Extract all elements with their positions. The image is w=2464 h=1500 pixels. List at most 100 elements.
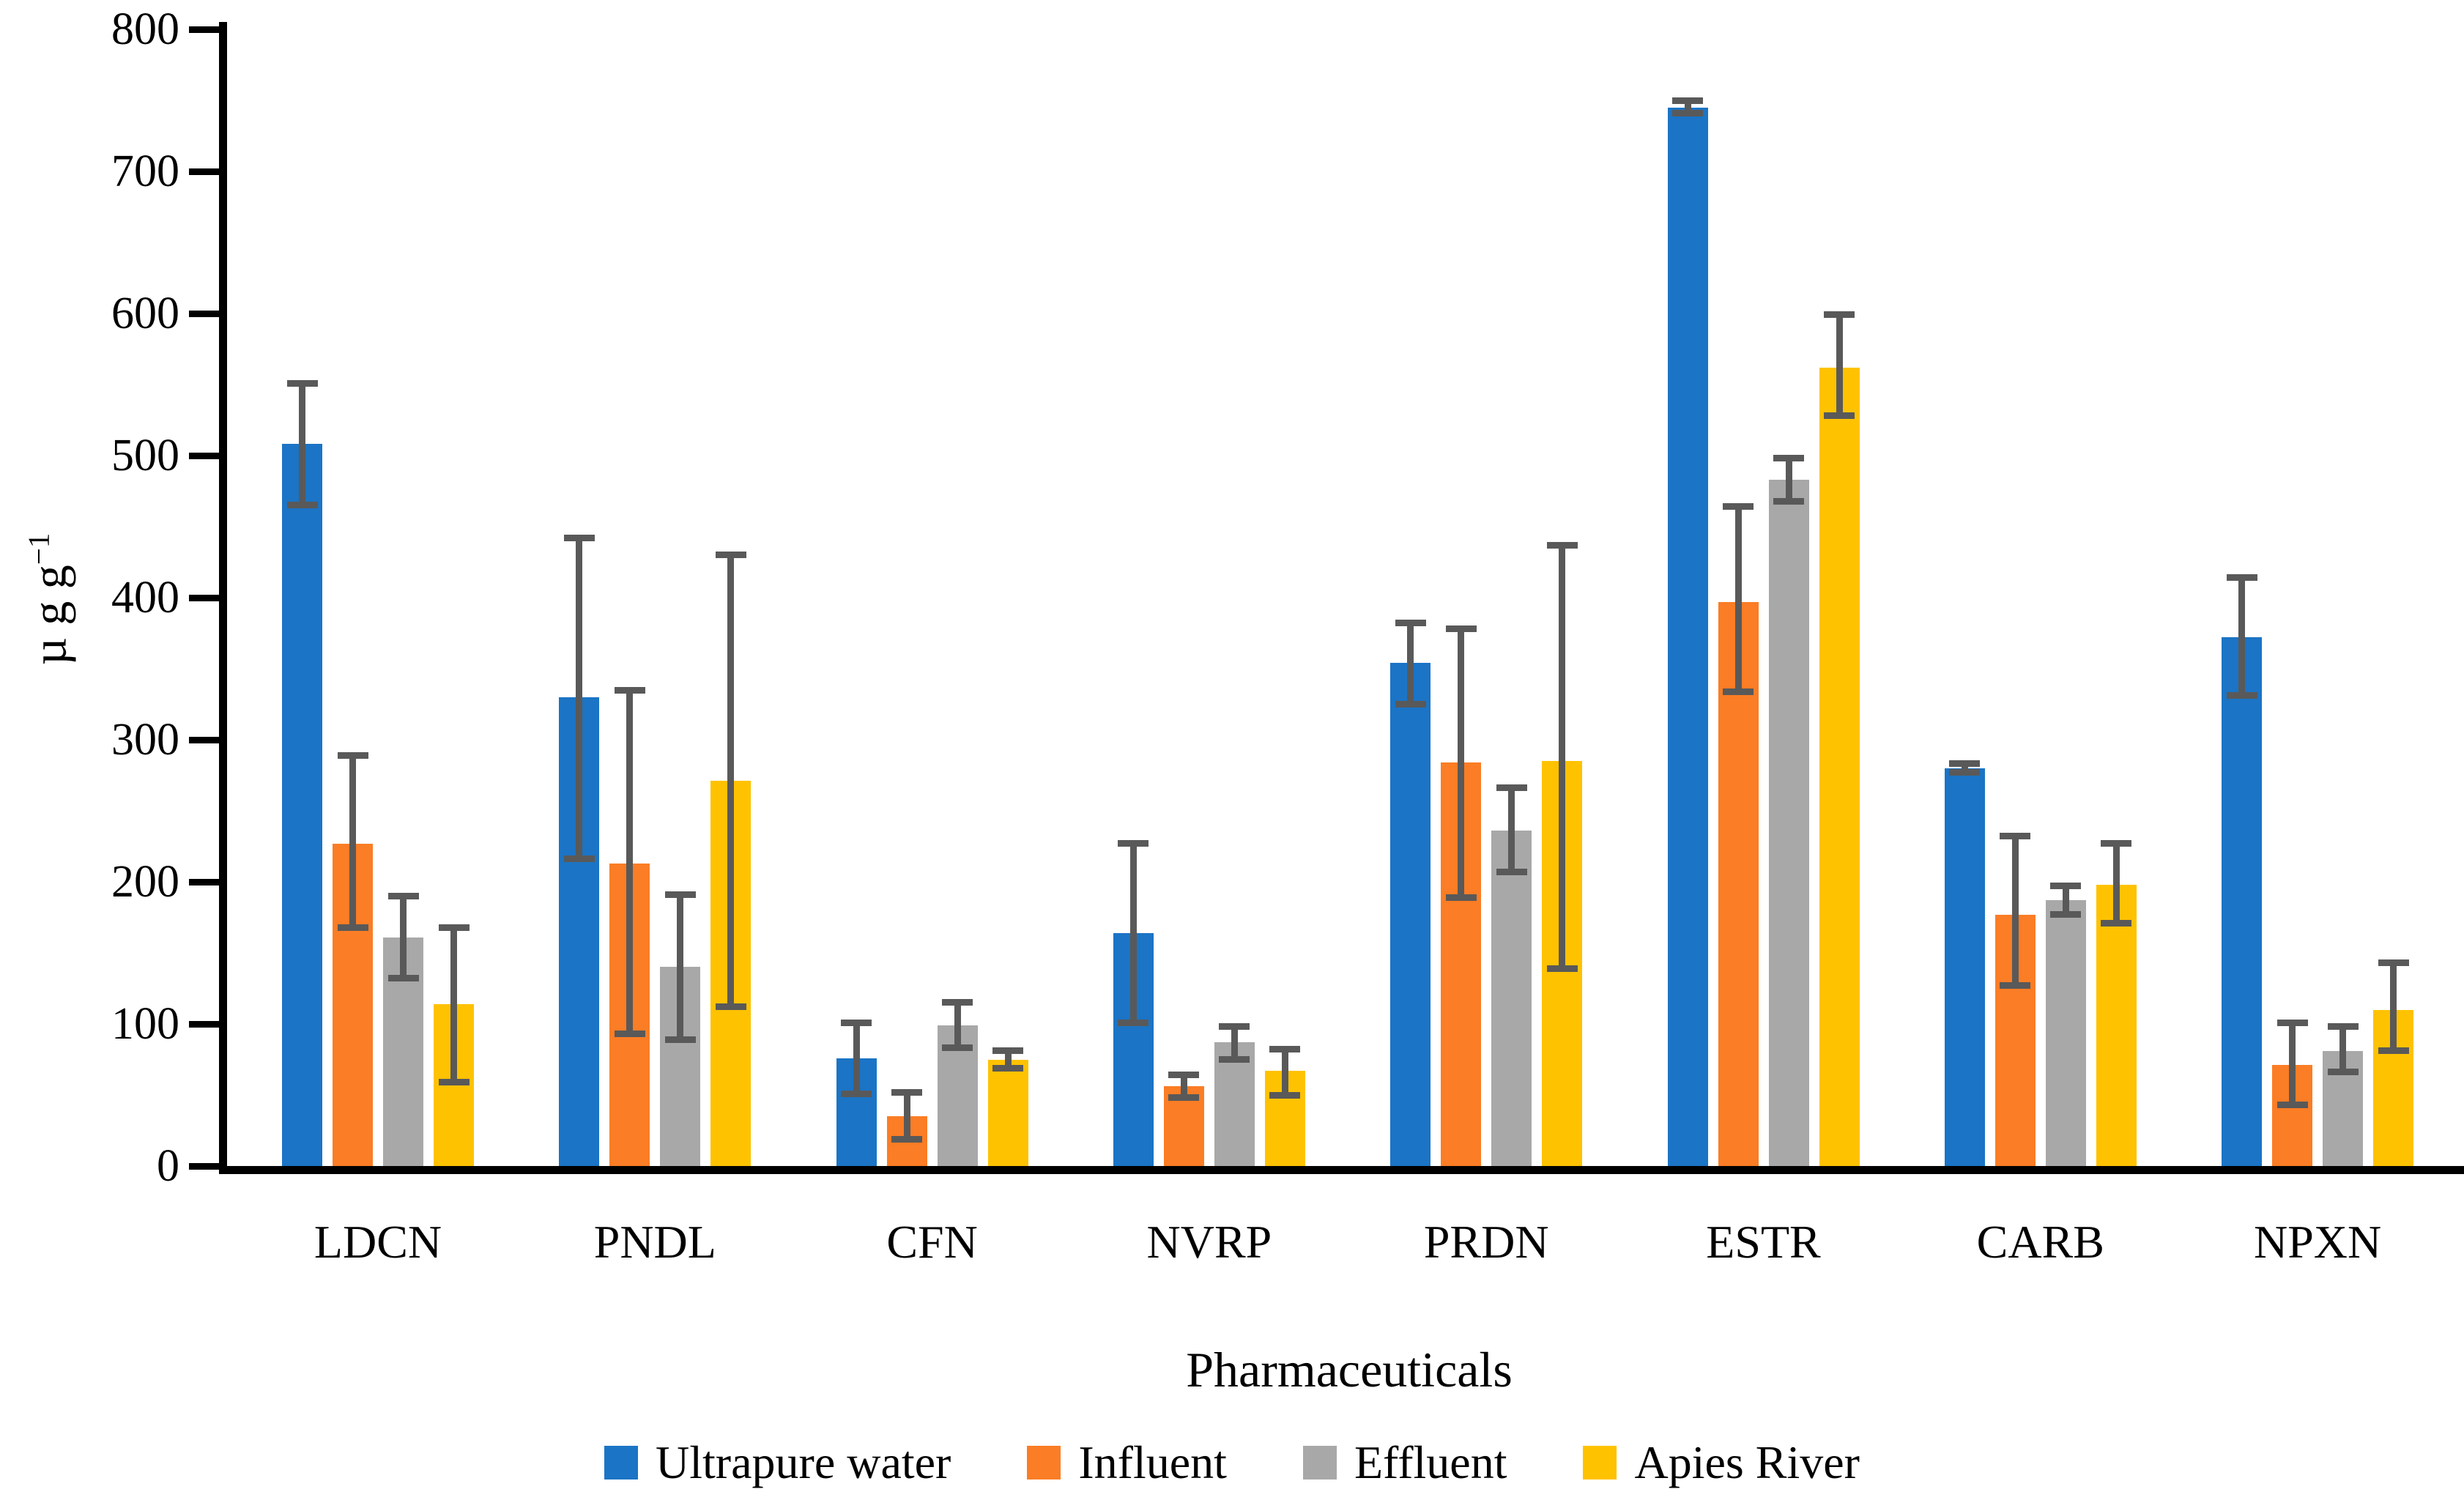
y-axis-tick-label: 300 — [111, 715, 179, 765]
error-bar-cap-top — [2378, 959, 2409, 967]
error-bar-line — [1004, 1050, 1012, 1069]
error-bar-cap-top — [1546, 541, 1578, 549]
error-bar-cap-bottom — [841, 1090, 872, 1097]
error-bar-cap-top — [1168, 1072, 1200, 1079]
error-bar-cap-bottom — [1672, 109, 1703, 116]
error-bar-line — [1129, 843, 1137, 1023]
error-bar-cap-bottom — [2226, 692, 2257, 699]
error-bar-cap-top — [1824, 311, 1855, 319]
y-axis-tick-label: 0 — [157, 1141, 179, 1191]
error-bar-line — [2112, 843, 2120, 924]
legend-swatch-icon — [1027, 1446, 1061, 1479]
error-bar-line — [1559, 545, 1566, 969]
bar-apies-river-carb — [2096, 884, 2137, 1166]
error-bar-line — [727, 554, 735, 1007]
x-axis-label-ldcn: LDCN — [313, 1216, 442, 1268]
error-bar-cap-top — [1219, 1023, 1250, 1031]
x-axis-label-pndl: PNDL — [593, 1216, 716, 1268]
error-bar-cap-bottom — [1219, 1056, 1250, 1063]
error-bar-line — [349, 755, 356, 928]
error-bar-cap-top — [1773, 455, 1804, 462]
error-bar-cap-top — [715, 552, 746, 559]
error-bar-line — [299, 383, 305, 505]
bar-ultrapure-water-estr — [1667, 107, 1708, 1166]
error-bar-cap-bottom — [1496, 868, 1527, 875]
error-bar-cap-bottom — [1546, 965, 1578, 972]
error-bar-cap-bottom — [891, 1135, 923, 1143]
legend-label: Apies River — [1634, 1436, 1860, 1488]
error-bar-line — [2339, 1026, 2347, 1072]
error-bar-cap-bottom — [337, 924, 368, 931]
error-bar-cap-bottom — [563, 855, 595, 863]
bar-effluent-prdn — [1491, 831, 1532, 1166]
legend-label: Ultrapure water — [656, 1436, 951, 1488]
error-bar-cap-bottom — [1773, 497, 1804, 505]
bar-effluent-carb — [2045, 900, 2086, 1166]
error-bar-cap-bottom — [286, 502, 318, 509]
error-bar-cap-bottom — [2000, 982, 2031, 990]
y-axis-line — [219, 22, 227, 1174]
error-bar-cap-top — [2276, 1019, 2308, 1026]
error-bar-line — [903, 1092, 910, 1140]
error-bar-cap-bottom — [1723, 688, 1754, 695]
error-bar-cap-top — [841, 1019, 872, 1026]
bar-influent-estr — [1718, 601, 1759, 1166]
error-bar-cap-top — [387, 892, 419, 899]
x-axis-line — [219, 1166, 2464, 1174]
y-axis-tick — [189, 310, 219, 317]
error-bar-cap-top — [1672, 97, 1703, 104]
bar-apies-river-cfn — [987, 1059, 1028, 1166]
error-bar-cap-bottom — [664, 1036, 696, 1043]
error-bar-cap-bottom — [1395, 701, 1426, 708]
y-axis-tick — [189, 736, 219, 743]
error-bar-line — [1231, 1026, 1238, 1060]
chart-legend: Ultrapure water Influent Effluent Apies Riv… — [0, 1437, 2464, 1488]
y-axis-tick — [189, 878, 219, 885]
error-bar-line — [2289, 1022, 2296, 1105]
error-bar-line — [1458, 628, 1465, 898]
y-axis-tick — [189, 594, 219, 601]
x-axis-title-text: Pharmaceuticals — [1186, 1342, 1513, 1397]
bar-ultrapure-water-carb — [1944, 768, 1985, 1166]
error-bar-line — [400, 896, 407, 979]
error-bar-cap-top — [1395, 620, 1426, 627]
bar-apies-river-estr — [1819, 367, 1860, 1166]
bar-ultrapure-water-npxn — [2222, 637, 2263, 1166]
error-bar-cap-top — [614, 686, 645, 694]
error-bar-cap-top — [2101, 840, 2132, 847]
y-axis-tick — [189, 1162, 219, 1170]
y-axis-tick — [189, 1020, 219, 1028]
error-bar-cap-top — [1949, 760, 1981, 768]
error-bar-line — [1407, 623, 1414, 705]
error-bar-cap-bottom — [1824, 412, 1855, 420]
legend-swatch-icon — [1583, 1446, 1617, 1479]
x-axis-label-npxn: NPXN — [2253, 1216, 2382, 1268]
legend-swatch-icon — [1302, 1446, 1337, 1479]
legend-label: Effluent — [1354, 1436, 1507, 1488]
error-bar-line — [626, 690, 634, 1034]
bar-ultrapure-water-prdn — [1390, 663, 1431, 1166]
y-axis-unit-exponent: −1 — [22, 532, 56, 565]
x-axis-title: Pharmaceuticals — [0, 1345, 2464, 1395]
bar-effluent-estr — [1768, 479, 1809, 1166]
error-bar-cap-top — [664, 891, 696, 898]
error-bar-cap-bottom — [2327, 1069, 2359, 1076]
error-bar-line — [853, 1022, 860, 1094]
error-bar-line — [2238, 577, 2246, 696]
error-bar-cap-bottom — [2101, 919, 2132, 927]
error-bar-line — [576, 538, 583, 859]
legend-swatch-icon — [604, 1446, 639, 1479]
bar-effluent-nvrp — [1214, 1042, 1255, 1166]
error-bar-line — [2062, 885, 2069, 915]
y-axis-tick-label: 700 — [111, 146, 179, 196]
error-bar-cap-top — [2050, 883, 2082, 890]
error-bar-line — [1734, 506, 1742, 692]
bar-ultrapure-water-ldcn — [282, 444, 322, 1166]
error-bar-line — [1180, 1074, 1187, 1098]
x-axis-label-carb: CARB — [1976, 1216, 2104, 1268]
y-axis-tick-label: 600 — [111, 289, 179, 338]
error-bar-line — [677, 894, 684, 1040]
error-bar-line — [1684, 100, 1691, 114]
error-bar-cap-top — [891, 1088, 923, 1096]
